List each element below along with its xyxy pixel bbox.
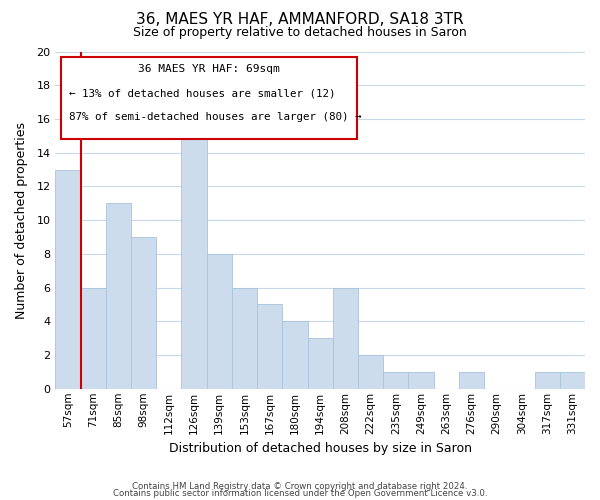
Bar	[232, 288, 257, 389]
Bar	[283, 322, 308, 389]
Bar	[535, 372, 560, 389]
Bar	[257, 304, 283, 389]
Text: Contains HM Land Registry data © Crown copyright and database right 2024.: Contains HM Land Registry data © Crown c…	[132, 482, 468, 491]
Bar	[308, 338, 333, 389]
X-axis label: Distribution of detached houses by size in Saron: Distribution of detached houses by size …	[169, 442, 472, 455]
Bar	[409, 372, 434, 389]
Bar	[80, 288, 106, 389]
Text: 87% of semi-detached houses are larger (80) →: 87% of semi-detached houses are larger (…	[68, 112, 361, 122]
Y-axis label: Number of detached properties: Number of detached properties	[15, 122, 28, 318]
Bar	[106, 204, 131, 389]
Text: Size of property relative to detached houses in Saron: Size of property relative to detached ho…	[133, 26, 467, 39]
Bar	[181, 119, 206, 389]
Bar	[206, 254, 232, 389]
Bar	[459, 372, 484, 389]
Bar	[333, 288, 358, 389]
Bar	[131, 237, 156, 389]
Bar	[560, 372, 585, 389]
Bar	[383, 372, 409, 389]
Text: ← 13% of detached houses are smaller (12): ← 13% of detached houses are smaller (12…	[68, 88, 335, 99]
Text: 36 MAES YR HAF: 69sqm: 36 MAES YR HAF: 69sqm	[138, 64, 280, 74]
FancyBboxPatch shape	[61, 56, 357, 139]
Bar	[358, 355, 383, 389]
Text: 36, MAES YR HAF, AMMANFORD, SA18 3TR: 36, MAES YR HAF, AMMANFORD, SA18 3TR	[136, 12, 464, 28]
Bar	[55, 170, 80, 389]
Text: Contains public sector information licensed under the Open Government Licence v3: Contains public sector information licen…	[113, 489, 487, 498]
